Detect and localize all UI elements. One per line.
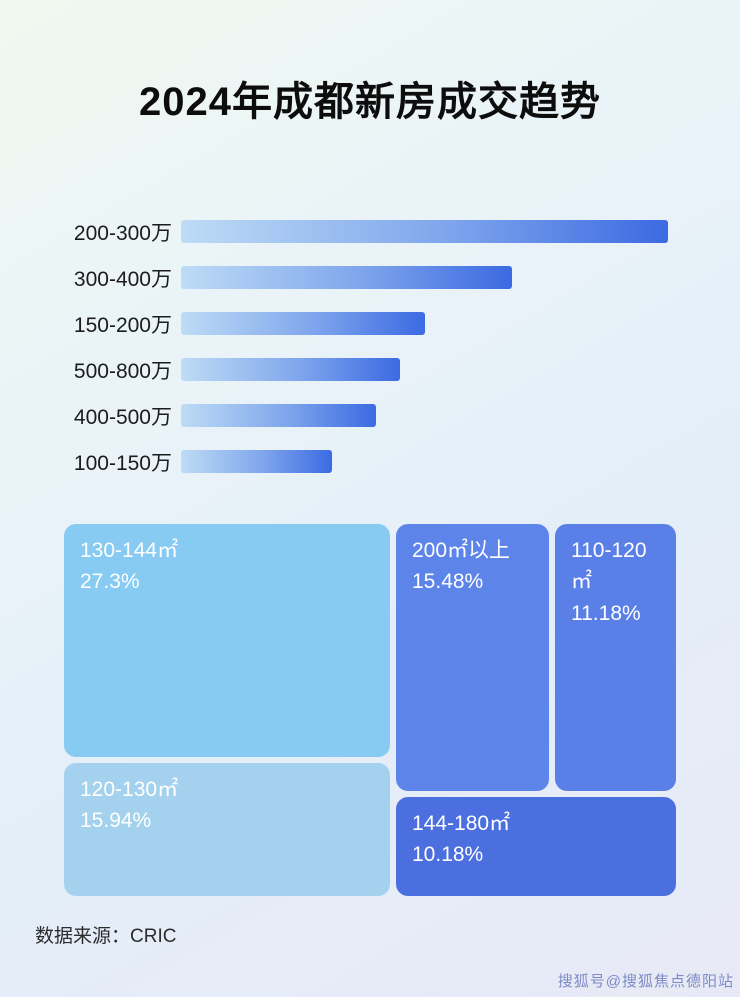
treemap-cell-200-plus: 200㎡以上 15.48%	[396, 523, 549, 791]
bar	[181, 266, 513, 290]
price-bar-chart: 200-300万 300-400万 150-200万 500-800万 400-…	[0, 209, 740, 485]
bar-track	[181, 404, 668, 428]
bar	[181, 404, 376, 428]
treemap-cell-120-130: 120-130㎡ 15.94%	[64, 762, 390, 896]
bar-row: 400-500万	[0, 393, 740, 439]
bar-row: 200-300万	[0, 209, 740, 255]
bar-row: 500-800万	[0, 347, 740, 393]
bar-track	[181, 220, 668, 244]
cell-value: 27.3%	[80, 570, 140, 594]
bar-label: 150-200万	[73, 313, 172, 337]
cell-label: 144-180㎡	[412, 811, 511, 835]
bar-label: 100-150万	[73, 451, 172, 475]
bar-track	[181, 358, 668, 382]
poster: 2024年成都新房成交趋势 200-300万 300-400万 150-200万…	[0, 27, 740, 997]
treemap-cell-144-180: 144-180㎡ 10.18%	[396, 796, 676, 896]
data-source-label: 数据来源：CRIC	[35, 925, 177, 947]
bar-track	[181, 450, 668, 474]
bar	[181, 450, 332, 474]
bar-row: 300-400万	[0, 255, 740, 301]
treemap-cell-130-144: 130-144㎡ 27.3%	[64, 523, 390, 757]
bar	[181, 358, 401, 382]
bar-track	[181, 312, 668, 336]
bar-row: 150-200万	[0, 301, 740, 347]
bar-label: 500-800万	[73, 359, 172, 383]
bar-label: 200-300万	[73, 221, 172, 245]
cell-label: 110-120㎡	[571, 538, 647, 594]
cell-label: 200㎡以上	[412, 538, 511, 562]
bar	[181, 220, 668, 244]
bar-label: 400-500万	[73, 405, 172, 429]
cell-value: 10.18%	[412, 843, 484, 867]
bar-row: 100-150万	[0, 439, 740, 485]
bar-track	[181, 266, 668, 290]
treemap-cell-110-120: 110-120㎡ 11.18%	[555, 523, 676, 791]
watermark: 搜狐号@搜狐焦点德阳站	[557, 972, 734, 990]
cell-value: 15.48%	[412, 570, 484, 594]
cell-label: 120-130㎡	[80, 777, 179, 801]
bar	[181, 312, 425, 336]
page-title: 2024年成都新房成交趋势	[139, 79, 601, 124]
bar-label: 300-400万	[73, 267, 172, 291]
area-treemap: 130-144㎡ 27.3% 200㎡以上 15.48% 110-120㎡ 11…	[64, 523, 676, 896]
cell-label: 130-144㎡	[80, 538, 179, 562]
cell-value: 15.94%	[80, 809, 152, 833]
cell-value: 11.18%	[571, 601, 641, 625]
